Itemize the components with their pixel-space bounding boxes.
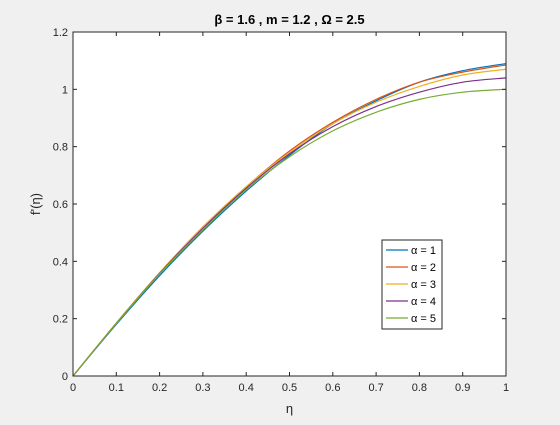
x-tick-label: 0: [70, 382, 76, 394]
series-layer: [72, 62, 507, 377]
y-tick-label: 0.8: [53, 142, 68, 154]
y-tick-label: 0: [62, 371, 68, 383]
legend-label: α = 4: [411, 296, 436, 308]
tick-layer: 0 0.1 0.2 0.3 0.4 0.5 0.6 0.7 0.8 0.9 1 0 0.2 0.4 0.6 0…: [53, 27, 509, 394]
y-tick-label: 0.4: [53, 256, 68, 268]
x-tick-label: 0.4: [239, 382, 254, 394]
legend-label: α = 5: [411, 313, 436, 325]
x-axis-label: η: [286, 401, 293, 416]
legend-label: α = 1: [411, 245, 436, 257]
chart-title: β = 1.6 , m = 1.2 , Ω = 2.5: [214, 12, 364, 27]
x-tick-label: 0.2: [152, 382, 167, 394]
y-tick-label: 1.2: [53, 27, 68, 39]
y-tick-label: 1: [62, 84, 68, 96]
x-tick-label: 0.9: [455, 382, 470, 394]
x-tick-label: 0.3: [195, 382, 210, 394]
x-tick-label: 0.6: [325, 382, 340, 394]
x-tick-label: 0.7: [368, 382, 383, 394]
y-tick-label: 0.2: [53, 314, 68, 326]
legend-label: α = 2: [411, 262, 436, 274]
x-tick-label: 0.1: [109, 382, 124, 394]
y-axis-label: f'(η): [28, 193, 43, 215]
legend-label: α = 3: [411, 279, 436, 291]
y-tick-label: 0.6: [53, 199, 68, 211]
legend: α = 1 α = 2 α = 3 α = 4 α = 5: [381, 239, 443, 330]
x-tick-label: 0.8: [412, 382, 427, 394]
series-line-alpha-5: [72, 88, 507, 377]
x-tick-label: 1: [503, 382, 509, 394]
x-tick-label: 0.5: [282, 382, 297, 394]
